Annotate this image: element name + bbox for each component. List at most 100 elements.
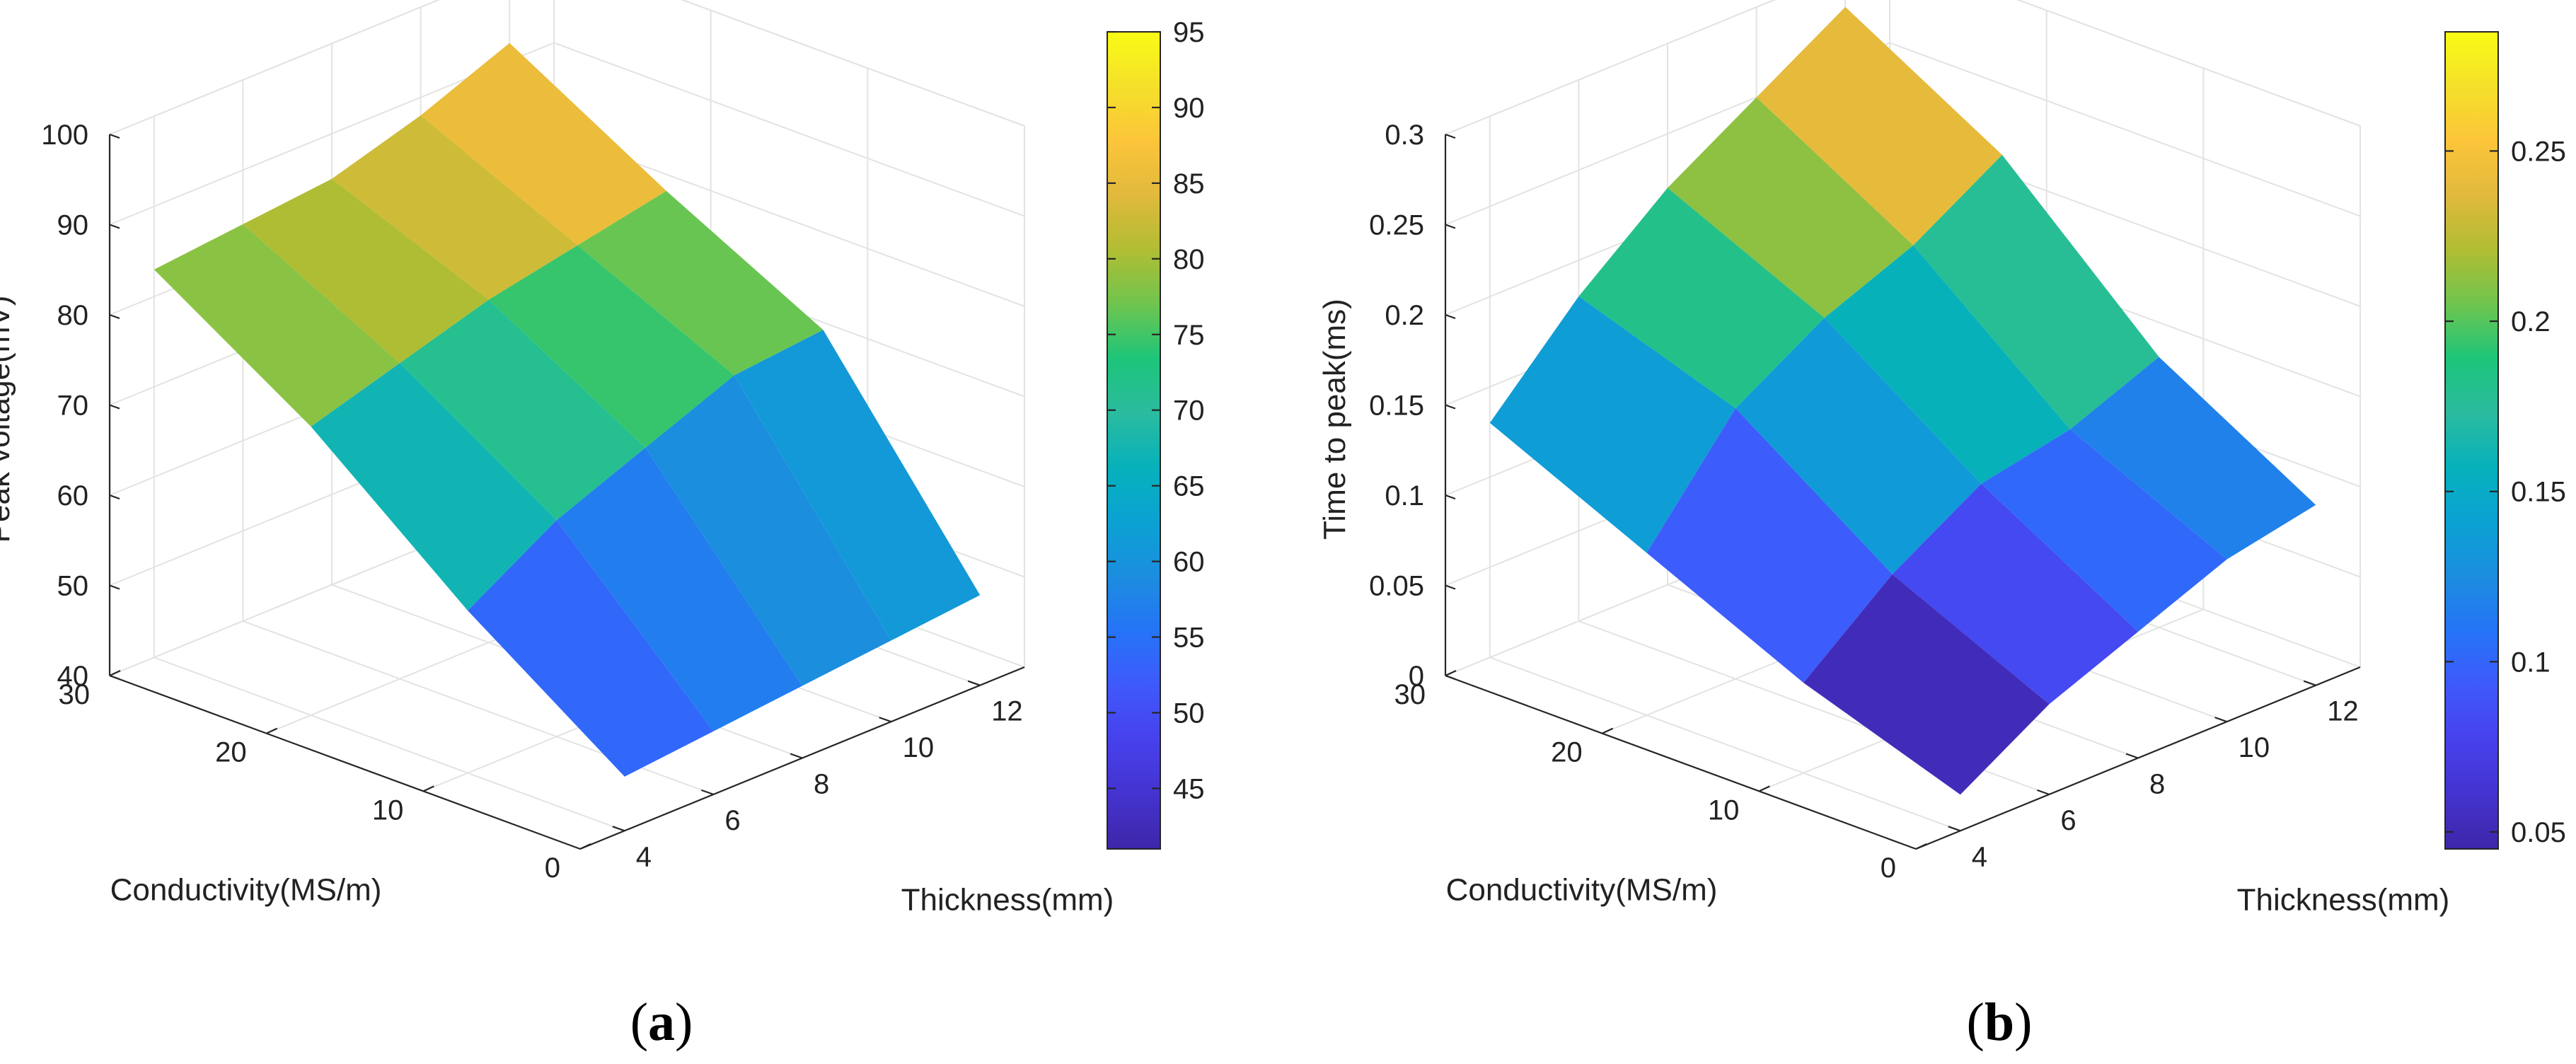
- z-tick-label: 0.15: [1369, 391, 1424, 422]
- x-tick: [1602, 727, 1614, 734]
- x-tick-label: 30: [1394, 679, 1426, 710]
- x-tick-label: 20: [215, 737, 247, 768]
- colorbar-tick-label: 45: [1173, 773, 1205, 804]
- surface-patch: [1668, 97, 1914, 318]
- surface-patch: [1981, 429, 2227, 632]
- z-tick: [1445, 313, 1456, 320]
- z-tick: [1445, 404, 1456, 410]
- surface-patch: [1489, 296, 1736, 553]
- z-tick: [1445, 494, 1456, 500]
- surface-patch: [1735, 318, 1982, 574]
- colorbar-tick-label: 0.25: [2511, 136, 2566, 167]
- x-tick-label: 30: [59, 679, 91, 710]
- y-tick: [1948, 826, 1961, 832]
- colorbar: 45 50 55 60 65 70 75 80 85 90 95: [1107, 17, 1205, 850]
- y-tick: [967, 680, 981, 686]
- surface: [1489, 6, 2316, 795]
- x-tick-label: 0: [545, 852, 560, 884]
- y-tick: [701, 789, 714, 795]
- z-tick-label: 50: [57, 571, 89, 602]
- y-axis-label: Thickness(mm): [2237, 883, 2450, 918]
- surface-patch: [243, 178, 489, 364]
- y-tick: [2214, 717, 2227, 723]
- caption-a: (a): [630, 993, 693, 1052]
- wall-gridline-z: [2016, 0, 2361, 127]
- x-axis-line: [1445, 674, 1917, 850]
- z-tick-label: 60: [57, 480, 89, 511]
- z-tick: [109, 133, 120, 139]
- z-tick-label: 90: [57, 210, 89, 241]
- surface-patch: [1824, 245, 2070, 484]
- z-tick: [109, 224, 120, 229]
- wall-gridline-z: [680, 0, 1025, 127]
- x-tick: [1758, 785, 1770, 792]
- caption-b: (b): [1967, 993, 2033, 1052]
- panel-b: 0 0.05 0.1 0.15 0.2 0.25 0.3 0 10 20 30 4 6 8 10 12 Time…: [1317, 0, 2566, 918]
- x-tick: [1915, 843, 1927, 850]
- colorbar-tick-label: 55: [1173, 623, 1205, 654]
- z-tick: [1445, 224, 1456, 229]
- box-edge: [109, 0, 440, 135]
- surface-patch: [577, 190, 824, 376]
- y-tick-label: 12: [991, 696, 1023, 727]
- y-tick: [2037, 789, 2050, 795]
- x-tick: [266, 727, 278, 734]
- surface-patch: [1578, 187, 1825, 409]
- surface-patch: [420, 42, 666, 245]
- box-edge: [680, 0, 1025, 127]
- y-tick: [2125, 753, 2139, 759]
- surface-patch: [645, 375, 891, 686]
- y-tick-label: 4: [1972, 841, 1987, 872]
- surface-patch: [400, 299, 646, 521]
- z-tick-label: 0.05: [1369, 571, 1424, 602]
- z-axis-label: Time to peak(ms): [1317, 299, 1352, 540]
- y-tick: [790, 753, 803, 759]
- x-tick-label: 20: [1551, 737, 1583, 768]
- wall-gridline-z: [553, 42, 1025, 217]
- colorbar-tick-label: 50: [1173, 698, 1205, 729]
- surface-patch: [556, 447, 802, 732]
- wall-gridline-z: [1889, 42, 2361, 217]
- x-tick: [579, 843, 591, 850]
- surface: [154, 42, 981, 777]
- tick-labels: 40 50 60 70 80 90 100 0 10 20 30 4 6 8 10 12: [41, 120, 1022, 884]
- y-tick-label: 8: [814, 769, 829, 800]
- y-axis-label: Thickness(mm): [901, 883, 1114, 918]
- colorbar-gradient: [1107, 31, 1161, 850]
- z-tick: [109, 494, 120, 500]
- x-tick: [422, 785, 434, 792]
- y-tick-label: 4: [636, 841, 652, 872]
- panel-a: 40 50 60 70 80 90 100 0 10 20 30 4 6 8 10 12 Peak voltag…: [0, 0, 1205, 918]
- z-tick-label: 0.25: [1369, 210, 1424, 241]
- y-tick: [612, 826, 625, 832]
- surface-patch: [311, 363, 557, 611]
- y-tick-label: 10: [903, 732, 935, 763]
- surface-patch: [1756, 6, 2002, 245]
- y-tick: [879, 717, 891, 723]
- surface-patch: [1803, 574, 2050, 795]
- colorbar-tick-label: 0.15: [2511, 477, 2566, 508]
- x-tick-label: 0: [1881, 852, 1896, 884]
- z-tick: [109, 584, 120, 590]
- surface-patch: [1646, 408, 1893, 683]
- tick-labels: 0 0.05 0.1 0.15 0.2 0.25 0.3 0 10 20 30 4 6 8 10 12: [1369, 120, 2359, 884]
- y-tick-label: 6: [724, 805, 740, 836]
- y-tick-label: 12: [2327, 696, 2359, 727]
- z-tick-label: 0.3: [1385, 120, 1424, 151]
- z-tick: [1445, 674, 1456, 681]
- z-tick-label: 100: [41, 120, 88, 151]
- z-tick-label: 70: [57, 391, 89, 422]
- colorbar-tick-label: 0.2: [2511, 306, 2551, 337]
- y-tick-label: 10: [2239, 732, 2270, 763]
- surface-patch: [488, 245, 734, 448]
- colorbar-tick-label: 75: [1173, 320, 1205, 351]
- colorbar-tick-label: 60: [1173, 547, 1205, 578]
- x-tick: [1445, 670, 1457, 676]
- surface-patch: [154, 224, 400, 427]
- colorbar-gradient: [2444, 31, 2499, 850]
- surface-patch: [468, 520, 714, 777]
- box-edge: [2016, 0, 2361, 127]
- y-tick: [2303, 680, 2316, 686]
- z-tick: [109, 313, 120, 320]
- y-tick-label: 8: [2149, 769, 2165, 800]
